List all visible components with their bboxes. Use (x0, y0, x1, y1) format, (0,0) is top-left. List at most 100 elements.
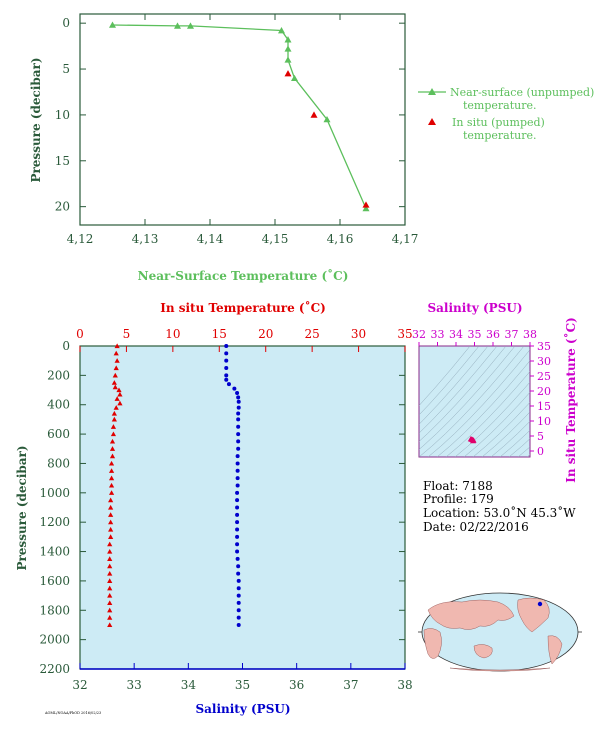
salinity-tick-label: 32 (72, 678, 87, 692)
temperature-point (108, 497, 114, 503)
salinity-tick-label: 37 (343, 678, 358, 692)
y-tick-label: 5 (62, 62, 70, 76)
temp-tick-label: 10 (165, 327, 180, 341)
temperature-point (107, 563, 113, 569)
profile-plot-area (79, 345, 406, 670)
salinity-point (236, 439, 241, 444)
map-antarctica (449, 667, 551, 672)
salinity-point (224, 351, 229, 356)
salinity-point (236, 564, 241, 569)
salinity-point (235, 461, 240, 466)
temperature-point (114, 396, 120, 401)
data-point (109, 21, 116, 28)
temperature-point (111, 380, 117, 385)
salinity-point (235, 512, 240, 517)
density-contour (490, 420, 530, 457)
salinity-point (236, 608, 241, 613)
ts-x-tick-label: 36 (486, 328, 500, 341)
temperature-point (108, 512, 114, 517)
temperature-point (107, 622, 113, 628)
y-tick-label: 15 (55, 154, 70, 168)
data-point (310, 111, 318, 118)
salinity-point (232, 386, 237, 391)
density-contour (445, 371, 530, 457)
float-location-marker (537, 601, 543, 607)
temperature-point (107, 615, 113, 620)
data-point (174, 22, 181, 29)
y-tick-label: 20 (55, 200, 70, 214)
y-tick-label: 1600 (39, 574, 70, 588)
ts-y-tick-label: 35 (537, 340, 551, 353)
temperature-point (107, 600, 113, 606)
temperature-point (111, 416, 117, 422)
y-tick-label: 0 (62, 339, 70, 353)
map-eurasia (427, 599, 515, 630)
ts-x-tick-label: 38 (523, 328, 537, 341)
salinity-point (236, 593, 241, 598)
temp-tick-label: 25 (305, 327, 320, 341)
temperature-axis-label: In situ Temperature (˚C) (160, 300, 326, 315)
map-land (423, 597, 563, 672)
profile-chart: 0200400600800100012001400160018002000220… (15, 300, 413, 716)
salinity-point (235, 483, 240, 488)
data-point (278, 27, 285, 34)
density-contour (419, 346, 471, 406)
ts-top-label: Salinity (PSU) (427, 301, 522, 315)
salinity-point (236, 615, 241, 620)
y-tick-label: 0 (62, 16, 70, 30)
date: Date: 02/22/2016 (423, 520, 529, 534)
temperature-point (116, 387, 122, 393)
density-contour (419, 346, 498, 434)
temperature-point (107, 570, 113, 576)
ts-x-tick-label: 34 (449, 328, 463, 341)
salinity-point (224, 373, 229, 378)
data-point (362, 201, 370, 208)
temperature-point (111, 410, 117, 416)
temperature-point (108, 475, 115, 481)
near-surface-legend: Near-surface (unpumped) temperature. In … (418, 86, 594, 142)
ts-ticks: 32 33 34 35 36 37 38 0 5 10 15 20 25 30 35 (412, 328, 551, 458)
salinity-point (236, 571, 241, 576)
density-contour (419, 346, 507, 442)
salinity-point (236, 432, 241, 437)
y-tick-label: 1400 (39, 545, 70, 559)
near-surface-plot-frame (79, 13, 406, 226)
x-tick-label: 4,17 (392, 232, 419, 246)
salinity-point (224, 358, 229, 363)
x-tick-label: 4,14 (197, 232, 224, 246)
temperature-point (108, 519, 114, 525)
temperature-point (112, 372, 118, 378)
salinity-point (235, 390, 240, 395)
map-south-america (547, 635, 563, 665)
temperature-point (107, 585, 113, 591)
ts-density-contours (419, 346, 530, 457)
temperature-point (108, 504, 114, 510)
temperature-point (108, 526, 114, 532)
temperature-point (107, 548, 113, 554)
data-point (323, 116, 331, 123)
data-point (284, 70, 292, 77)
salinity-point (224, 344, 229, 348)
salinity-point (236, 446, 241, 451)
float-info: Float: 7188 Profile: 179 Location: 53.0˚… (423, 479, 576, 534)
data-point (291, 74, 298, 82)
near-surface-xlabel: Near-Surface Temperature (˚C) (138, 268, 349, 283)
ts-x-tick-label: 32 (412, 328, 426, 341)
salinity-point (235, 556, 240, 561)
data-point (284, 56, 292, 63)
y-tick-label: 800 (47, 456, 70, 470)
density-contour (472, 401, 530, 457)
density-contour (463, 391, 530, 457)
ts-point (470, 437, 477, 444)
density-contour (419, 346, 480, 416)
density-contour (419, 346, 525, 457)
salinity-point (235, 468, 240, 473)
temperature-point (110, 424, 117, 429)
ts-x-tick-label: 37 (505, 328, 519, 341)
temp-tick-label: 15 (212, 327, 227, 341)
temperature-point (107, 592, 113, 598)
ts-y-tick-label: 5 (537, 430, 544, 443)
near-surface-ylabel: Pressure (decibar) (29, 57, 43, 182)
salinity-point (236, 411, 241, 416)
y-tick-label: 1200 (39, 515, 70, 529)
